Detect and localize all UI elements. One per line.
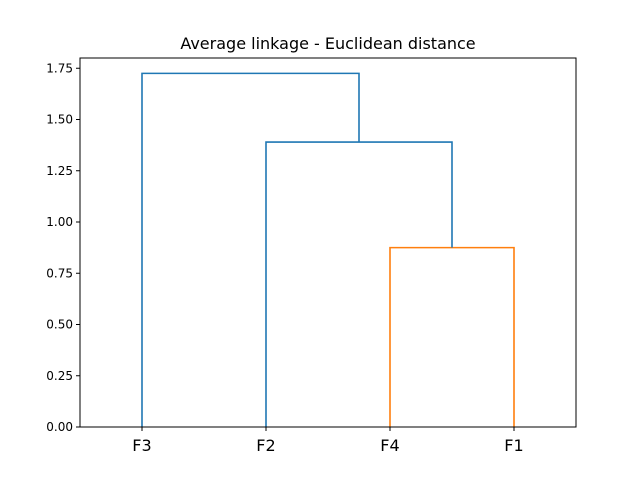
dendrogram-link-f2-f4-f1 [265, 141, 453, 427]
dendrogram-link-f4-f1 [389, 246, 515, 427]
y-tick-label: 1.00 [46, 215, 73, 229]
leaf-label-f2: F2 [256, 436, 275, 455]
y-tick-label: 0.25 [46, 369, 73, 383]
leaf-label-f3: F3 [132, 436, 151, 455]
dendrogram-link-f3-f2-f4-f1 [141, 72, 360, 427]
y-tick-label: 0.00 [46, 420, 73, 434]
y-tick-label: 1.75 [46, 61, 73, 75]
leaf-label-f4: F4 [380, 436, 399, 455]
leaf-label-f1: F1 [504, 436, 523, 455]
y-tick-label: 0.75 [46, 266, 73, 280]
y-tick-label: 1.25 [46, 164, 73, 178]
y-tick-label: 0.50 [46, 318, 73, 332]
chart-title: Average linkage - Euclidean distance [180, 34, 475, 53]
y-tick-label: 1.50 [46, 113, 73, 127]
plot-frame [79, 57, 577, 428]
